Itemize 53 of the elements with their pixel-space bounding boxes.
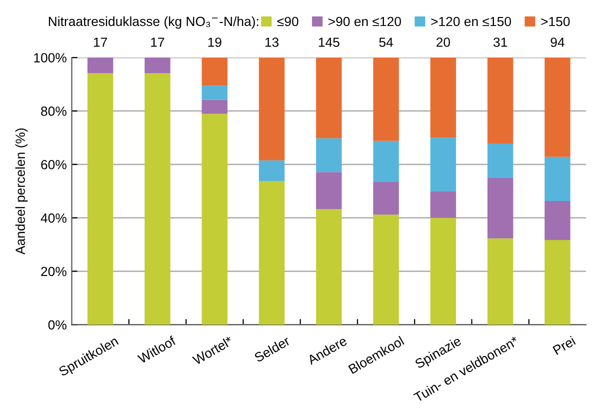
- bar: [430, 218, 456, 325]
- y-tick-label: 60%: [41, 160, 66, 170]
- bar: [430, 191, 456, 218]
- bar: [373, 140, 399, 182]
- bar: [202, 86, 228, 100]
- bar: [430, 58, 456, 138]
- bar: [144, 58, 170, 74]
- text: 17: [151, 38, 164, 47]
- legend-label: >150: [541, 16, 570, 26]
- bar: [258, 160, 285, 181]
- y-tick-label: 40%: [40, 213, 66, 223]
- bar: [373, 182, 399, 215]
- text: 17: [94, 38, 108, 47]
- bar: [316, 138, 342, 172]
- bar: [316, 172, 342, 210]
- bar: [544, 156, 570, 201]
- bar: [487, 144, 514, 178]
- bar: [258, 58, 285, 160]
- bar: [202, 58, 228, 86]
- y-tick-label: 100%: [34, 53, 66, 62]
- bar: [316, 209, 342, 325]
- text: 145: [318, 38, 340, 47]
- bar: [87, 73, 114, 325]
- bar: [316, 58, 342, 138]
- text: 54: [379, 38, 393, 47]
- bar: [487, 238, 514, 325]
- bar: [373, 214, 399, 325]
- y-tick-label: 20%: [41, 266, 66, 276]
- text: 19: [208, 38, 222, 47]
- text: 13: [265, 38, 279, 47]
- bar: [544, 240, 570, 325]
- bar: [487, 178, 514, 238]
- y-tick-label: 80%: [41, 106, 66, 116]
- y-tick-label: 0%: [48, 320, 66, 330]
- bar: [202, 100, 228, 114]
- text: 94: [550, 38, 564, 47]
- text: 20: [436, 38, 450, 47]
- legend-label: >120 en ≤150: [431, 16, 511, 26]
- bar: [487, 58, 514, 144]
- bar: [544, 58, 570, 157]
- bar: [202, 114, 228, 325]
- text: 31: [493, 38, 508, 47]
- x-tick-label: Prei: [552, 336, 576, 355]
- bar: [544, 201, 570, 240]
- legend-title: Nitraatresiduklasse (kg NO₃$^{−}$-N/ha):: [48, 16, 258, 29]
- bar: [373, 58, 399, 141]
- bar: [144, 73, 170, 325]
- bar: [87, 58, 114, 74]
- y-axis-title: Aandeel percelen (%): [15, 128, 28, 255]
- bar: [258, 180, 285, 325]
- bar: [430, 138, 456, 192]
- legend-label: ≤90: [277, 16, 298, 26]
- legend-label: >90 en ≤120: [328, 16, 401, 26]
